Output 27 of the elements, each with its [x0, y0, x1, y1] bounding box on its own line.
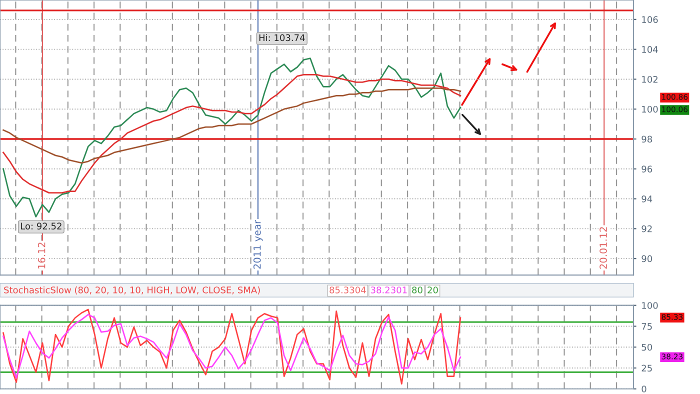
y-tick-label: 96: [642, 166, 652, 172]
y-tick-label: 92: [642, 225, 652, 232]
y-tick-label: 75: [642, 323, 652, 330]
line-series: [2, 74, 462, 194]
x-tick-label: 2011 year: [253, 220, 263, 269]
y-tick-label: 98: [642, 136, 652, 143]
y-tick-label: 100: [642, 106, 658, 113]
text: 20: [428, 286, 438, 294]
y-tick-label: 106: [642, 16, 658, 23]
line-series: [2, 58, 462, 218]
y-tick-label: 102: [642, 76, 658, 83]
y-tick-label: 90: [642, 255, 652, 262]
y-tick-label: 50: [642, 344, 652, 351]
x-tick-label: 20.01.12: [600, 227, 607, 269]
line-series: [2, 87, 462, 164]
x-tick-label: 16.12: [38, 242, 46, 268]
y-tick-label: 25: [642, 364, 652, 372]
y-tick-label: 100: [642, 302, 658, 309]
chart-title: StochasticSlow (80, 20, 10, 10, HIGH, LOW, CLOSE, SMA): [4, 286, 260, 294]
y-tick-label: 94: [642, 196, 652, 202]
y-tick-label: 0: [642, 386, 646, 392]
text: 85.3304: [330, 286, 366, 294]
text: 38.2301: [370, 286, 407, 294]
annotation: Hi: 103.74: [259, 34, 305, 42]
annotation: Lo: 92.52: [20, 222, 62, 230]
y-tick-label: 104: [642, 46, 658, 53]
text: 80: [412, 286, 422, 294]
